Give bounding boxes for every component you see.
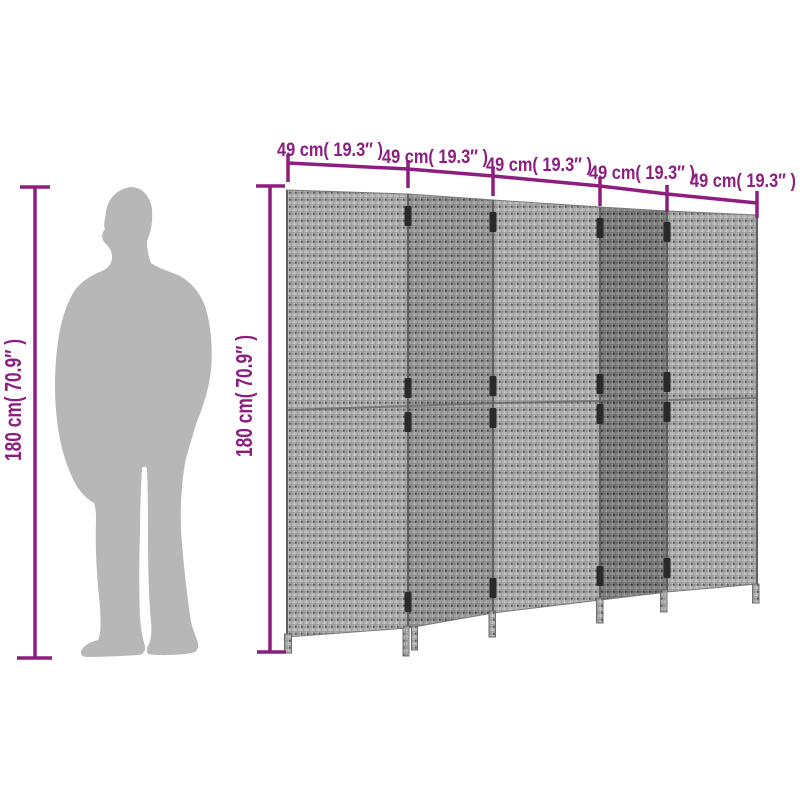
panel-3 <box>492 199 601 614</box>
panel-feet <box>284 583 760 657</box>
room-divider <box>286 189 758 638</box>
panel-width-label-2: 49 cm( 19.3″ ) <box>382 147 488 168</box>
width-dimension-labels: 49 cm( 19.3″ ) 49 cm( 19.3″ ) 49 cm( 19.… <box>277 140 796 192</box>
panel-5 <box>666 210 758 593</box>
human-silhouette <box>55 187 212 657</box>
panel-1 <box>286 189 409 638</box>
panel-width-label-4: 49 cm( 19.3″ ) <box>589 163 695 184</box>
panel-width-label-1: 49 cm( 19.3″ ) <box>277 140 383 161</box>
panel-middle-seam <box>286 397 758 411</box>
panel-fold-edges <box>286 190 758 637</box>
height-label-screen: 180 cm( 70.9″ ) <box>231 335 257 457</box>
height-label-person: 180 cm( 70.9″ ) <box>0 339 26 461</box>
panel-width-label-3: 49 cm( 19.3″ ) <box>486 155 592 176</box>
width-dimension <box>286 154 759 218</box>
panel-hinges <box>404 206 671 612</box>
panel-4 <box>599 206 668 601</box>
panel-width-label-5: 49 cm( 19.3″ ) <box>690 171 796 192</box>
height-dimension-person <box>17 185 52 660</box>
width-dimension-line <box>287 161 758 205</box>
panel-2 <box>407 193 494 629</box>
height-dimension-screen <box>256 184 286 654</box>
